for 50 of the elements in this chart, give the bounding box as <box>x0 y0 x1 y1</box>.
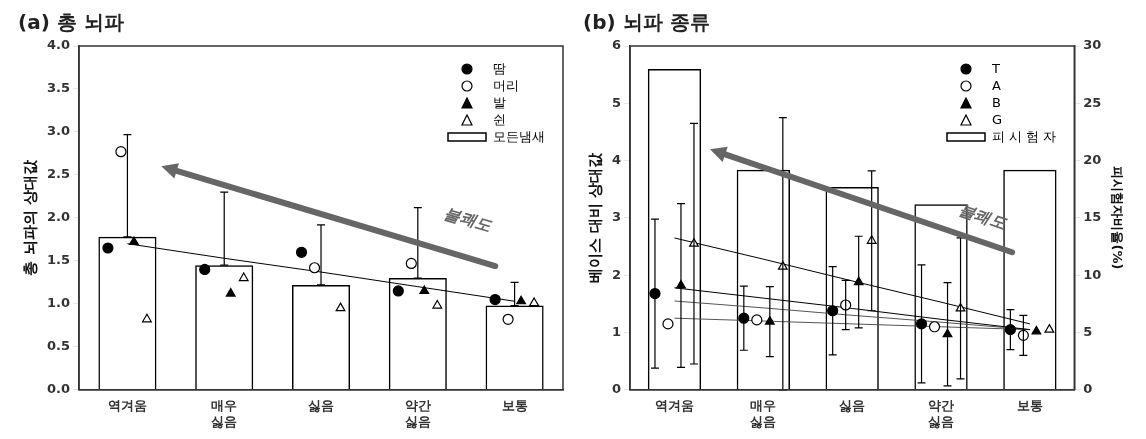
y-tick-label: 1.0 <box>47 295 71 311</box>
y-tick-label: 1.5 <box>47 252 71 268</box>
y-tick-label: 1 <box>612 323 622 339</box>
y-axis-title: 총 뇌파의 상대값 <box>20 159 39 276</box>
y2-axis-title: 피시험자비율(%) <box>1109 166 1125 270</box>
legend-label: 발 <box>492 93 506 112</box>
annotation: 불쾌도 <box>442 203 495 236</box>
legend-label: 땀 <box>492 59 506 78</box>
chart-title: (b) 뇌파 종류 <box>583 10 710 35</box>
y-tick-label: 2 <box>612 266 622 282</box>
x-tick-label: 매우 싫음 <box>750 397 777 429</box>
chart-title: (a) 총 뇌파 <box>18 10 124 35</box>
y2-tick-label: 25 <box>1083 94 1102 110</box>
y-tick-label: 3.5 <box>47 80 71 96</box>
y2-tick-label: 5 <box>1083 323 1093 339</box>
y-tick-label: 2.0 <box>47 209 71 225</box>
x-tick-label: 약간 싫음 <box>928 397 955 429</box>
x-tick-label: 약간 싫음 <box>404 397 431 429</box>
x-tick-label: 싫음 <box>839 397 866 413</box>
y2-tick-label: 15 <box>1083 209 1102 225</box>
legend-label: 피 시 험 자 <box>991 127 1057 146</box>
y2-tick-label: 10 <box>1083 266 1102 282</box>
y-tick-label: 6 <box>612 37 622 53</box>
y-tick-label: 3.0 <box>47 123 71 139</box>
annotation: 불쾌도 <box>957 199 1010 234</box>
legend-label: 모든냄새 <box>492 127 545 146</box>
y-tick-label: 5 <box>612 94 622 110</box>
y2-tick-label: 30 <box>1083 37 1102 53</box>
y-tick-label: 0.0 <box>47 381 71 397</box>
y-axis-title: 베이스 대비 상대값 <box>585 151 604 284</box>
y-tick-label: 2.5 <box>47 166 71 182</box>
x-tick-label: 역겨움 <box>654 397 694 413</box>
legend-label: 쉰 <box>492 110 506 129</box>
x-tick-label: 보통 <box>1016 397 1043 413</box>
x-tick-label: 역겨움 <box>107 397 147 413</box>
legend-label: T <box>991 61 1000 76</box>
x-tick-label: 매우 싫음 <box>211 397 238 429</box>
y-tick-label: 3 <box>612 209 622 225</box>
y2-tick-label: 20 <box>1083 151 1102 167</box>
y-tick-label: 4 <box>612 151 622 167</box>
legend-label: B <box>991 95 1001 110</box>
y2-tick-label: 0 <box>1083 381 1093 397</box>
legend-label: 머리 <box>492 76 519 95</box>
y-tick-label: 0 <box>612 381 622 397</box>
x-tick-label: 싫음 <box>308 397 335 413</box>
x-tick-label: 보통 <box>501 397 528 413</box>
y-tick-label: 4.0 <box>47 37 71 53</box>
legend-label: A <box>991 78 1001 93</box>
legend-label: G <box>991 112 1002 127</box>
y-tick-label: 0.5 <box>47 338 71 354</box>
